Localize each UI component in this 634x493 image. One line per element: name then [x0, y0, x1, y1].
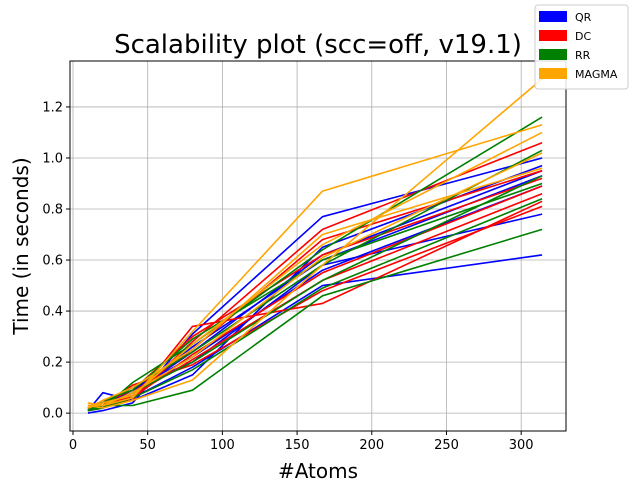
y-tick-label: 0.4 [42, 305, 63, 320]
legend-label: MAGMA [575, 68, 618, 81]
legend-label: DC [575, 30, 591, 43]
y-tick-label: 0.8 [42, 203, 63, 218]
x-tick-label: 100 [210, 438, 235, 453]
series-lines [87, 78, 543, 414]
series-line-magma [87, 152, 543, 407]
series-line-magma [87, 167, 543, 409]
chart-title: Scalability plot (scc=off, v19.1) [114, 30, 522, 60]
legend-swatch [539, 30, 567, 41]
legend-swatch [539, 11, 567, 22]
x-tick-label: 250 [434, 438, 459, 453]
x-tick-label: 300 [509, 438, 534, 453]
x-tick-label: 150 [285, 438, 310, 453]
y-axis-title: Time (in seconds) [9, 157, 33, 335]
x-tick-label: 50 [139, 438, 156, 453]
y-tick-label: 1.2 [42, 100, 63, 115]
axis-ticks: 0 50 100 150 200 250 300 0.0 0.2 0.4 0.6 0.8 1.0 1.2 [42, 100, 533, 453]
x-tick-label: 200 [359, 438, 384, 453]
series-line-magma [87, 131, 543, 409]
legend-swatch [539, 49, 567, 60]
y-tick-label: 0.6 [42, 254, 63, 269]
legend: QR DC RR MAGMA [534, 4, 629, 90]
x-axis-title: #Atoms [278, 459, 358, 483]
legend-label: QR [575, 11, 592, 24]
legend-swatch [539, 68, 567, 79]
y-tick-label: 0.0 [42, 407, 63, 422]
y-tick-label: 1.0 [42, 151, 63, 166]
plot-frame [69, 60, 567, 432]
x-tick-label: 0 [69, 438, 77, 453]
series-line-rr [87, 175, 543, 412]
series-line-magma [87, 78, 543, 409]
legend-label: RR [575, 49, 591, 62]
y-tick-label: 0.2 [42, 356, 63, 371]
